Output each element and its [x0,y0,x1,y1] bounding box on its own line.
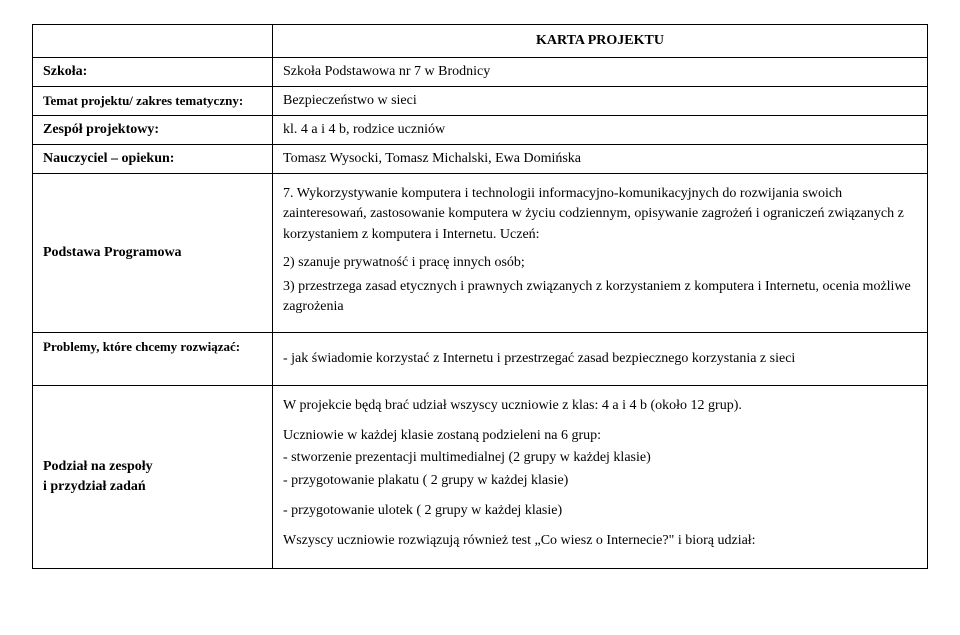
basis-paragraph-3: 3) przestrzega zasad etycznych i prawnyc… [283,277,917,318]
team-row: Zespół projektowy: kl. 4 a i 4 b, rodzic… [33,116,928,145]
school-value: Szkoła Podstawowa nr 7 w Brodnicy [273,58,928,87]
title-row: KARTA PROJEKTU [33,25,928,58]
teams-label-line2: i przydział zadań [43,477,262,497]
problems-value: - jak świadomie korzystać z Internetu i … [273,332,928,385]
team-label: Zespół projektowy: [33,116,273,145]
problems-label: Problemy, które chcemy rozwiązać: [33,332,273,385]
school-label: Szkoła: [33,58,273,87]
supervisor-label: Nauczyciel – opiekun: [33,145,273,174]
teams-paragraph-6: Wszyscy uczniowie rozwiązują również tes… [283,531,917,551]
basis-paragraph-1: 7. Wykorzystywanie komputera i technolog… [283,184,917,245]
supervisor-value: Tomasz Wysocki, Tomasz Michalski, Ewa Do… [273,145,928,174]
team-value: kl. 4 a i 4 b, rodzice uczniów [273,116,928,145]
school-row: Szkoła: Szkoła Podstawowa nr 7 w Brodnic… [33,58,928,87]
topic-value: Bezpieczeństwo w sieci [273,87,928,116]
teams-label: Podział na zespoły i przydział zadań [33,385,273,568]
basis-row: Podstawa Programowa 7. Wykorzystywanie k… [33,174,928,333]
topic-label: Temat projektu/ zakres tematyczny: [33,87,273,116]
project-card-table: KARTA PROJEKTU Szkoła: Szkoła Podstawowa… [32,24,928,569]
teams-paragraph-2: Uczniowie w każdej klasie zostaną podzie… [283,426,917,446]
teams-paragraph-3: - stworzenie prezentacji multimedialnej … [283,448,917,468]
basis-label: Podstawa Programowa [33,174,273,333]
teams-paragraph-4: - przygotowanie plakatu ( 2 grupy w każd… [283,471,917,491]
teams-row: Podział na zespoły i przydział zadań W p… [33,385,928,568]
teams-content: W projekcie będą brać udział wszyscy ucz… [273,385,928,568]
supervisor-row: Nauczyciel – opiekun: Tomasz Wysocki, To… [33,145,928,174]
title-empty-cell [33,25,273,58]
teams-label-line1: Podział na zespoły [43,457,262,477]
document-title: KARTA PROJEKTU [273,25,928,58]
teams-paragraph-1: W projekcie będą brać udział wszyscy ucz… [283,396,917,416]
topic-row: Temat projektu/ zakres tematyczny: Bezpi… [33,87,928,116]
problems-row: Problemy, które chcemy rozwiązać: - jak … [33,332,928,385]
teams-paragraph-5: - przygotowanie ulotek ( 2 grupy w każde… [283,501,917,521]
basis-content: 7. Wykorzystywanie komputera i technolog… [273,174,928,333]
basis-paragraph-2: 2) szanuje prywatność i pracę innych osó… [283,253,917,273]
